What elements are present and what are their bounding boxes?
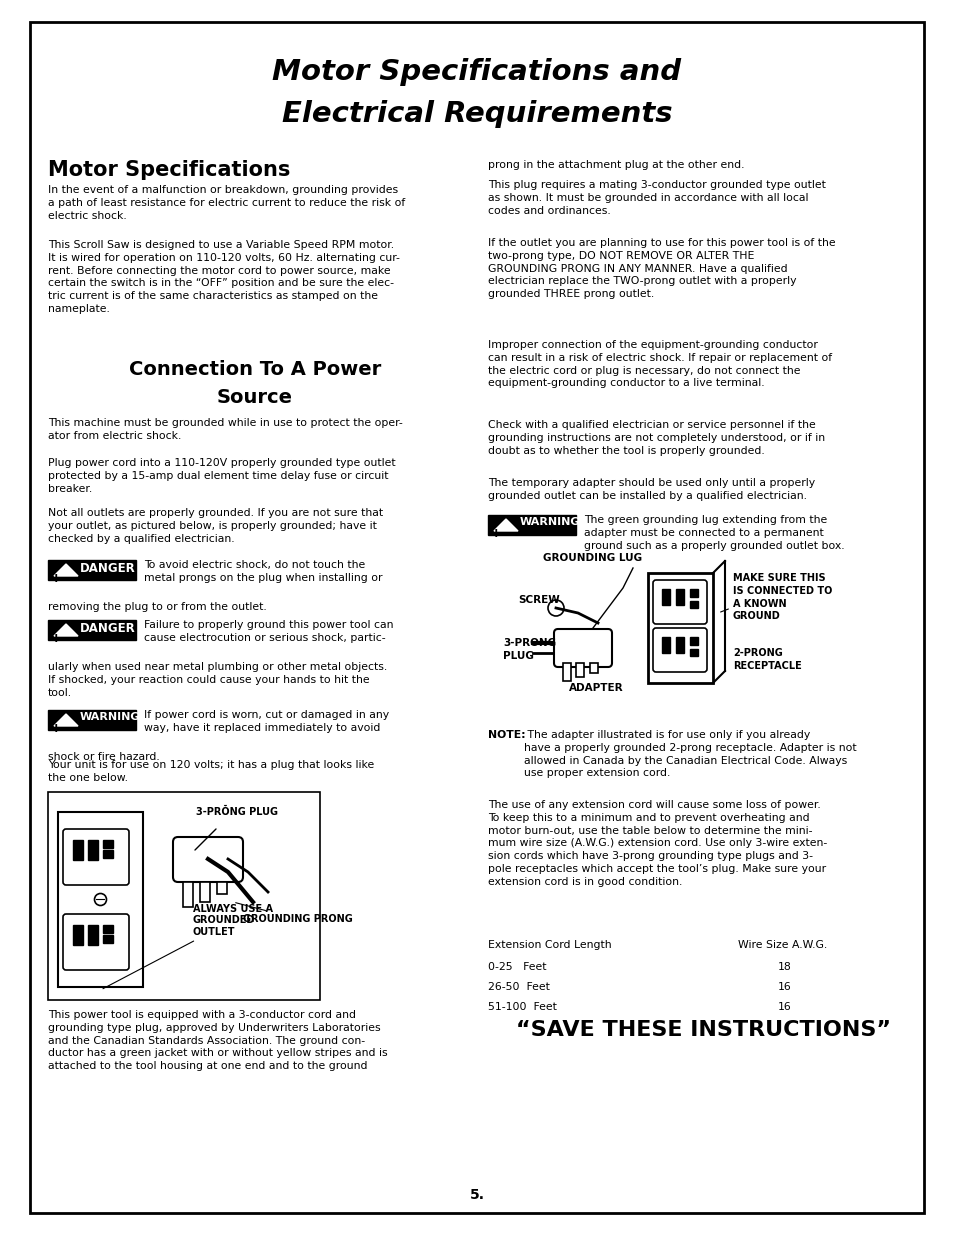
Text: To avoid electric shock, do not touch the
metal prongs on the plug when installi: To avoid electric shock, do not touch th…	[144, 559, 382, 583]
Text: 18: 18	[778, 962, 791, 972]
Text: The adapter illustrated is for use only if you already
have a properly grounded : The adapter illustrated is for use only …	[523, 730, 856, 778]
Text: removing the plug to or from the outlet.: removing the plug to or from the outlet.	[48, 601, 267, 613]
Bar	[689, 589, 698, 597]
Text: The temporary adapter should be used only until a properly
grounded outlet can b: The temporary adapter should be used onl…	[488, 478, 814, 501]
Text: Connection To A Power: Connection To A Power	[129, 359, 381, 379]
Circle shape	[94, 893, 107, 905]
Bar	[48, 559, 136, 580]
Text: Motor Specifications: Motor Specifications	[48, 161, 290, 180]
Text: ALWAYS USE A
GROUNDED
OUTLET: ALWAYS USE A GROUNDED OUTLET	[103, 904, 273, 989]
Bar	[103, 925, 112, 932]
Text: Extension Cord Length: Extension Cord Length	[488, 940, 611, 950]
Polygon shape	[54, 624, 78, 636]
Text: !: !	[54, 724, 58, 734]
Polygon shape	[54, 564, 78, 576]
Text: This machine must be grounded while in use to protect the oper-
ator from electr: This machine must be grounded while in u…	[48, 417, 402, 441]
Bar	[689, 601, 698, 608]
Text: This plug requires a mating 3-conductor grounded type outlet
as shown. It must b: This plug requires a mating 3-conductor …	[488, 180, 825, 216]
Text: GROUNDING PRONG: GROUNDING PRONG	[235, 903, 353, 924]
Text: SCREW: SCREW	[517, 595, 559, 605]
Bar	[647, 573, 712, 683]
Text: MAKE SURE THIS
IS CONNECTED TO
A KNOWN
GROUND: MAKE SURE THIS IS CONNECTED TO A KNOWN G…	[732, 573, 832, 621]
Text: !: !	[54, 634, 58, 643]
Text: This Scroll Saw is designed to use a Variable Speed RPM motor.
It is wired for o: This Scroll Saw is designed to use a Var…	[48, 240, 399, 314]
Bar	[661, 637, 669, 653]
Text: ADAPTER: ADAPTER	[568, 683, 622, 693]
FancyBboxPatch shape	[554, 629, 612, 667]
Text: Motor Specifications and: Motor Specifications and	[273, 58, 680, 86]
Text: 2-PRONG
RECEPTACLE: 2-PRONG RECEPTACLE	[732, 648, 801, 671]
FancyBboxPatch shape	[652, 580, 706, 624]
Text: 0-25   Feet: 0-25 Feet	[488, 962, 546, 972]
FancyBboxPatch shape	[63, 829, 129, 885]
Text: DANGER: DANGER	[80, 562, 135, 576]
Polygon shape	[494, 519, 517, 531]
Text: 3-PRŎNG PLUG: 3-PRŎNG PLUG	[195, 806, 277, 818]
Bar	[73, 840, 83, 860]
Bar	[48, 792, 319, 1000]
Text: If power cord is worn, cut or damaged in any
way, have it replaced immediately t: If power cord is worn, cut or damaged in…	[144, 710, 389, 732]
Text: 16: 16	[778, 1002, 791, 1011]
Text: The use of any extension cord will cause some loss of power.
To keep this to a m: The use of any extension cord will cause…	[488, 800, 826, 887]
Text: Improper connection of the equipment-grounding conductor
can result in a risk of: Improper connection of the equipment-gro…	[488, 340, 831, 388]
Text: Wire Size A.W.G.: Wire Size A.W.G.	[738, 940, 826, 950]
Text: Not all outlets are properly grounded. If you are not sure that
your outlet, as : Not all outlets are properly grounded. I…	[48, 508, 383, 543]
Text: ularly when used near metal plumbing or other metal objects.
If shocked, your re: ularly when used near metal plumbing or …	[48, 662, 387, 698]
Circle shape	[547, 600, 563, 616]
Bar	[200, 882, 210, 902]
FancyBboxPatch shape	[652, 629, 706, 672]
Text: GROUNDING LUG: GROUNDING LUG	[543, 553, 642, 563]
Bar	[562, 663, 571, 680]
Text: shock or fire hazard.: shock or fire hazard.	[48, 752, 159, 762]
Bar	[661, 589, 669, 605]
Text: Failure to properly ground this power tool can
cause electrocution or serious sh: Failure to properly ground this power to…	[144, 620, 393, 642]
Bar	[689, 637, 698, 645]
Text: If the outlet you are planning to use for this power tool is of the
two-prong ty: If the outlet you are planning to use fo…	[488, 238, 835, 299]
Text: NOTE:: NOTE:	[488, 730, 525, 740]
Bar	[216, 882, 227, 894]
Bar	[183, 882, 193, 906]
Bar	[676, 589, 683, 605]
Bar	[58, 811, 143, 987]
Bar	[589, 663, 598, 673]
Text: DANGER: DANGER	[80, 622, 135, 635]
Polygon shape	[54, 714, 78, 726]
Bar	[103, 935, 112, 944]
Text: WARNING: WARNING	[80, 713, 140, 722]
Bar	[88, 925, 98, 945]
Text: !: !	[54, 574, 58, 584]
Text: 5.: 5.	[469, 1188, 484, 1202]
FancyBboxPatch shape	[172, 837, 243, 882]
Bar	[48, 710, 136, 730]
Text: WARNING: WARNING	[519, 517, 579, 527]
Text: Plug power cord into a 110-120V properly grounded type outlet
protected by a 15-: Plug power cord into a 110-120V properly…	[48, 458, 395, 494]
Text: In the event of a malfunction or breakdown, grounding provides
a path of least r: In the event of a malfunction or breakdo…	[48, 185, 405, 221]
Text: 51-100  Feet: 51-100 Feet	[488, 1002, 557, 1011]
Bar	[488, 515, 576, 535]
Text: This power tool is equipped with a 3-conductor cord and
grounding type plug, app: This power tool is equipped with a 3-con…	[48, 1010, 387, 1071]
Text: prong in the attachment plug at the other end.: prong in the attachment plug at the othe…	[488, 161, 743, 170]
Bar	[103, 840, 112, 848]
Bar	[689, 650, 698, 656]
Bar	[48, 620, 136, 640]
Text: !: !	[494, 529, 498, 538]
Bar	[103, 850, 112, 858]
Text: Your unit is for use on 120 volts; it has a plug that looks like
the one below.: Your unit is for use on 120 volts; it ha…	[48, 760, 374, 783]
Text: The green grounding lug extending from the
adapter must be connected to a perman: The green grounding lug extending from t…	[583, 515, 843, 551]
Bar	[676, 637, 683, 653]
Text: 26-50  Feet: 26-50 Feet	[488, 982, 549, 992]
Bar	[576, 663, 583, 677]
Text: Source: Source	[216, 388, 293, 408]
Text: 16: 16	[778, 982, 791, 992]
Text: 3-PRONG
PLUG: 3-PRONG PLUG	[502, 638, 556, 661]
FancyBboxPatch shape	[63, 914, 129, 969]
Bar	[88, 840, 98, 860]
Text: Electrical Requirements: Electrical Requirements	[281, 100, 672, 128]
Bar	[73, 925, 83, 945]
Text: “SAVE THESE INSTRUCTIONS”: “SAVE THESE INSTRUCTIONS”	[516, 1020, 890, 1040]
Text: Check with a qualified electrician or service personnel if the
grounding instruc: Check with a qualified electrician or se…	[488, 420, 824, 456]
